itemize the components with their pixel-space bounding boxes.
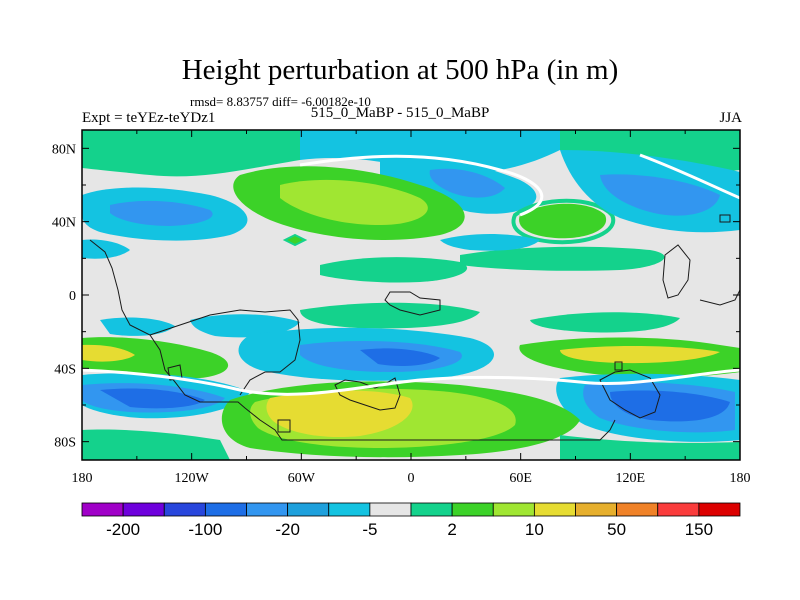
antarctic-high-edge-east bbox=[560, 435, 740, 460]
coastline-island bbox=[614, 361, 623, 371]
x-tick-label: 180 bbox=[730, 471, 751, 486]
colorbar-label: 50 bbox=[607, 520, 626, 539]
x-tick-label: 60W bbox=[288, 471, 316, 486]
colorbar-label: -20 bbox=[275, 520, 300, 539]
colorbar-swatch bbox=[451, 502, 494, 517]
coastline-africa bbox=[384, 291, 441, 316]
season-label: JJA bbox=[719, 110, 742, 126]
colorbar-label: 2 bbox=[447, 520, 456, 539]
runs-label: 515_0_MaBP - 515_0_MaBP bbox=[310, 105, 490, 121]
southern-positive-west bbox=[82, 337, 229, 379]
colorbar-swatch bbox=[492, 502, 535, 517]
y-tick-label: 40N bbox=[52, 216, 76, 231]
tropical-low-central bbox=[190, 314, 300, 338]
colorbar-label: -100 bbox=[188, 520, 222, 539]
colorbar-swatch bbox=[616, 502, 659, 517]
colorbar-swatch bbox=[287, 502, 330, 517]
tropical-positive-east bbox=[460, 246, 665, 271]
southern-midlat-low-pacific-core bbox=[100, 388, 205, 409]
eurasia-high bbox=[519, 203, 607, 239]
y-tick-label: 40S bbox=[54, 362, 76, 377]
antarctic-high-edge bbox=[82, 429, 230, 460]
coastline-americas bbox=[89, 239, 616, 441]
tropical-low-east bbox=[440, 234, 540, 251]
arctic-band-positive-east bbox=[560, 130, 740, 172]
x-tick-label: 120W bbox=[175, 471, 210, 486]
coastline-antarctic-pen bbox=[277, 419, 291, 433]
rmsd-stats-label: rmsd= 8.83757 diff= -6.00182e-10 bbox=[190, 94, 371, 109]
chart-title: Height perturbation at 500 hPa (in m) bbox=[181, 54, 619, 86]
colorbar-swatch bbox=[533, 502, 576, 517]
coastline-island-2 bbox=[719, 214, 731, 223]
arctic-band-negative bbox=[300, 130, 560, 174]
small-diamond-feature bbox=[282, 233, 308, 247]
experiment-label: Expt = teYEz-teYDz1 bbox=[82, 110, 216, 126]
colorbar-label: -200 bbox=[106, 520, 140, 539]
southern-midlat-low-indian-core bbox=[610, 390, 730, 422]
tick-marks bbox=[81, 130, 741, 460]
colorbar bbox=[81, 502, 741, 517]
coastline-outlines bbox=[89, 214, 740, 441]
tropical-positive-belt bbox=[320, 257, 468, 283]
colorbar-swatch bbox=[122, 502, 165, 517]
x-tick-label: 120E bbox=[616, 471, 646, 486]
zero-contour-polar-east bbox=[639, 153, 740, 200]
y-tick-label: 80S bbox=[54, 436, 76, 451]
southern-positive-east-core bbox=[560, 346, 720, 364]
central-asia-low-core bbox=[600, 174, 720, 216]
north-pacific-low-core bbox=[110, 200, 213, 226]
colorbar-label: -5 bbox=[362, 520, 377, 539]
zero-contour-arctic bbox=[299, 154, 544, 217]
tropical-low-west bbox=[82, 239, 130, 259]
tropical-positive-indian bbox=[530, 312, 680, 333]
colorbar-label: 150 bbox=[685, 520, 713, 539]
colorbar-labels: -200 -100 -20 -5 2 10 50 150 bbox=[106, 520, 713, 539]
colorbar-swatch bbox=[81, 502, 124, 517]
colorbar-swatch bbox=[163, 502, 206, 517]
colorbar-swatch bbox=[246, 502, 289, 517]
southern-midlat-low-atlantic-core bbox=[360, 348, 440, 366]
arctic-band-positive-west bbox=[82, 130, 300, 177]
colorbar-swatch bbox=[698, 502, 741, 517]
zero-contour-southern bbox=[82, 368, 740, 396]
colorbar-swatch bbox=[369, 502, 412, 517]
x-tick-label: 60E bbox=[509, 471, 532, 486]
colorbar-label: 10 bbox=[525, 520, 544, 539]
y-tick-label: 80N bbox=[52, 142, 76, 157]
southern-positive-west-core bbox=[82, 344, 135, 362]
antarctic-high-core bbox=[266, 390, 413, 438]
coastline-asia-east bbox=[662, 244, 691, 299]
tropical-low-west2 bbox=[100, 317, 175, 336]
coastline-southern-africa bbox=[334, 377, 401, 411]
north-atlantic-high-core bbox=[280, 179, 428, 225]
colorbar-swatch bbox=[328, 502, 371, 517]
x-tick-labels: 180 120W 60W 0 60E 120E 180 bbox=[72, 471, 751, 486]
colorbar-swatch bbox=[410, 502, 453, 517]
arctic-low-east-core bbox=[429, 168, 505, 198]
colorbar-swatch bbox=[575, 502, 618, 517]
y-tick-labels: 80N 40N 0 40S 80S bbox=[52, 142, 76, 450]
contour-field bbox=[82, 130, 740, 460]
eurasia-high-ring bbox=[511, 198, 616, 245]
colorbar-swatch bbox=[204, 502, 247, 517]
x-tick-label: 0 bbox=[408, 471, 415, 486]
coastline-australia bbox=[599, 369, 661, 419]
zero-contours bbox=[82, 153, 740, 396]
y-tick-label: 0 bbox=[69, 289, 76, 304]
tropical-positive-mid bbox=[300, 302, 480, 329]
colorbar-swatch bbox=[657, 502, 700, 517]
x-tick-label: 180 bbox=[72, 471, 93, 486]
coastline-andes bbox=[149, 309, 301, 396]
